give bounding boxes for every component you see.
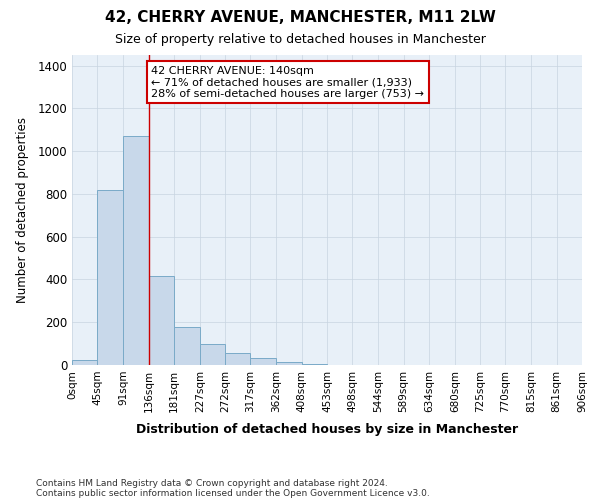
Bar [250,358,276,365]
Text: Contains public sector information licensed under the Open Government Licence v3: Contains public sector information licen… [36,488,430,498]
Text: 42 CHERRY AVENUE: 140sqm
← 71% of detached houses are smaller (1,933)
28% of sem: 42 CHERRY AVENUE: 140sqm ← 71% of detach… [151,66,424,99]
Bar [276,362,302,365]
Bar [149,276,174,365]
X-axis label: Distribution of detached houses by size in Manchester: Distribution of detached houses by size … [136,423,518,436]
Bar [302,364,327,365]
Text: Size of property relative to detached houses in Manchester: Size of property relative to detached ho… [115,32,485,46]
Bar [97,190,123,365]
Bar [174,326,200,365]
Bar [72,360,97,365]
Text: 42, CHERRY AVENUE, MANCHESTER, M11 2LW: 42, CHERRY AVENUE, MANCHESTER, M11 2LW [104,10,496,25]
Text: Contains HM Land Registry data © Crown copyright and database right 2024.: Contains HM Land Registry data © Crown c… [36,478,388,488]
Bar [225,353,250,365]
Bar [123,136,149,365]
Y-axis label: Number of detached properties: Number of detached properties [16,117,29,303]
Bar [200,344,225,365]
